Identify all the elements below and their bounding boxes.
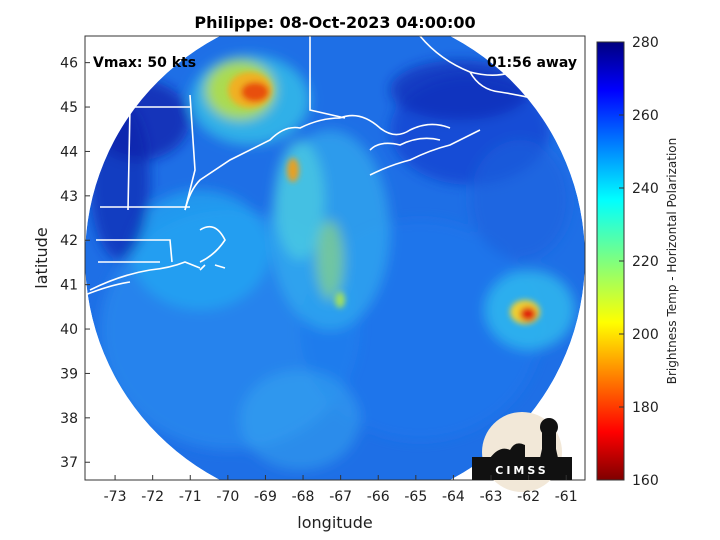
colorbar-tick-label: 160 xyxy=(632,473,659,489)
plot-area xyxy=(85,36,585,480)
brightness-swath xyxy=(85,36,585,480)
lat-tick-label: 41 xyxy=(60,278,78,294)
latitude-axis: 46 45 44 43 42 41 40 39 38 37 xyxy=(60,56,90,471)
lon-tick-label: -64 xyxy=(442,489,465,505)
time-away-label: 01:56 away xyxy=(487,55,577,71)
colorbar-tick-label: 180 xyxy=(632,400,659,416)
lon-tick-label: -69 xyxy=(254,489,277,505)
colorbar-tick-label: 200 xyxy=(632,327,659,343)
lat-tick-label: 40 xyxy=(60,322,78,338)
lon-tick-label: -71 xyxy=(179,489,202,505)
y-axis-label: latitude xyxy=(32,227,51,288)
lon-tick-label: -68 xyxy=(292,489,315,505)
colorbar-label: Brightness Temp - Horizontal Polarizatio… xyxy=(665,138,679,385)
colorbar-ticks: 280 260 240 220 200 180 160 xyxy=(619,35,659,489)
vmax-label: Vmax: 50 kts xyxy=(93,55,196,71)
colorbar-tick-label: 240 xyxy=(632,181,659,197)
lon-tick-label: -61 xyxy=(555,489,578,505)
coastlines xyxy=(85,36,576,296)
colorbar-tick-label: 280 xyxy=(632,35,659,51)
cimss-logo: CIMSS xyxy=(472,412,572,492)
lon-tick-label: -63 xyxy=(480,489,503,505)
lat-tick-label: 43 xyxy=(60,189,78,205)
lon-tick-label: -67 xyxy=(329,489,352,505)
colorbar: 280 260 240 220 200 180 160 Brightness Temp - … xyxy=(596,35,679,489)
plot-frame xyxy=(84,35,586,481)
x-axis-label: longitude xyxy=(297,513,372,532)
colorbar-tick-label: 220 xyxy=(632,254,659,270)
longitude-axis: -73 -72 -71 -70 -69 -68 -67 -66 -65 -64 -63 -62 -61 xyxy=(104,475,578,505)
colorbar-tick-label: 260 xyxy=(632,108,659,124)
lat-tick-label: 39 xyxy=(60,366,78,382)
lon-tick-label: -66 xyxy=(367,489,390,505)
lat-tick-label: 37 xyxy=(60,455,78,471)
lat-tick-label: 46 xyxy=(60,56,78,72)
lat-tick-label: 45 xyxy=(60,100,78,116)
lon-tick-label: -73 xyxy=(104,489,127,505)
lat-tick-label: 38 xyxy=(60,411,78,427)
lon-tick-label: -72 xyxy=(141,489,164,505)
map-title: Philippe: 08-Oct-2023 04:00:00 xyxy=(194,13,475,32)
lat-tick-label: 44 xyxy=(60,144,78,160)
lon-tick-label: -65 xyxy=(404,489,427,505)
lon-tick-label: -62 xyxy=(517,489,540,505)
cimss-logo-text: CIMSS xyxy=(495,464,548,477)
lat-tick-label: 42 xyxy=(60,233,78,249)
lon-tick-label: -70 xyxy=(216,489,239,505)
